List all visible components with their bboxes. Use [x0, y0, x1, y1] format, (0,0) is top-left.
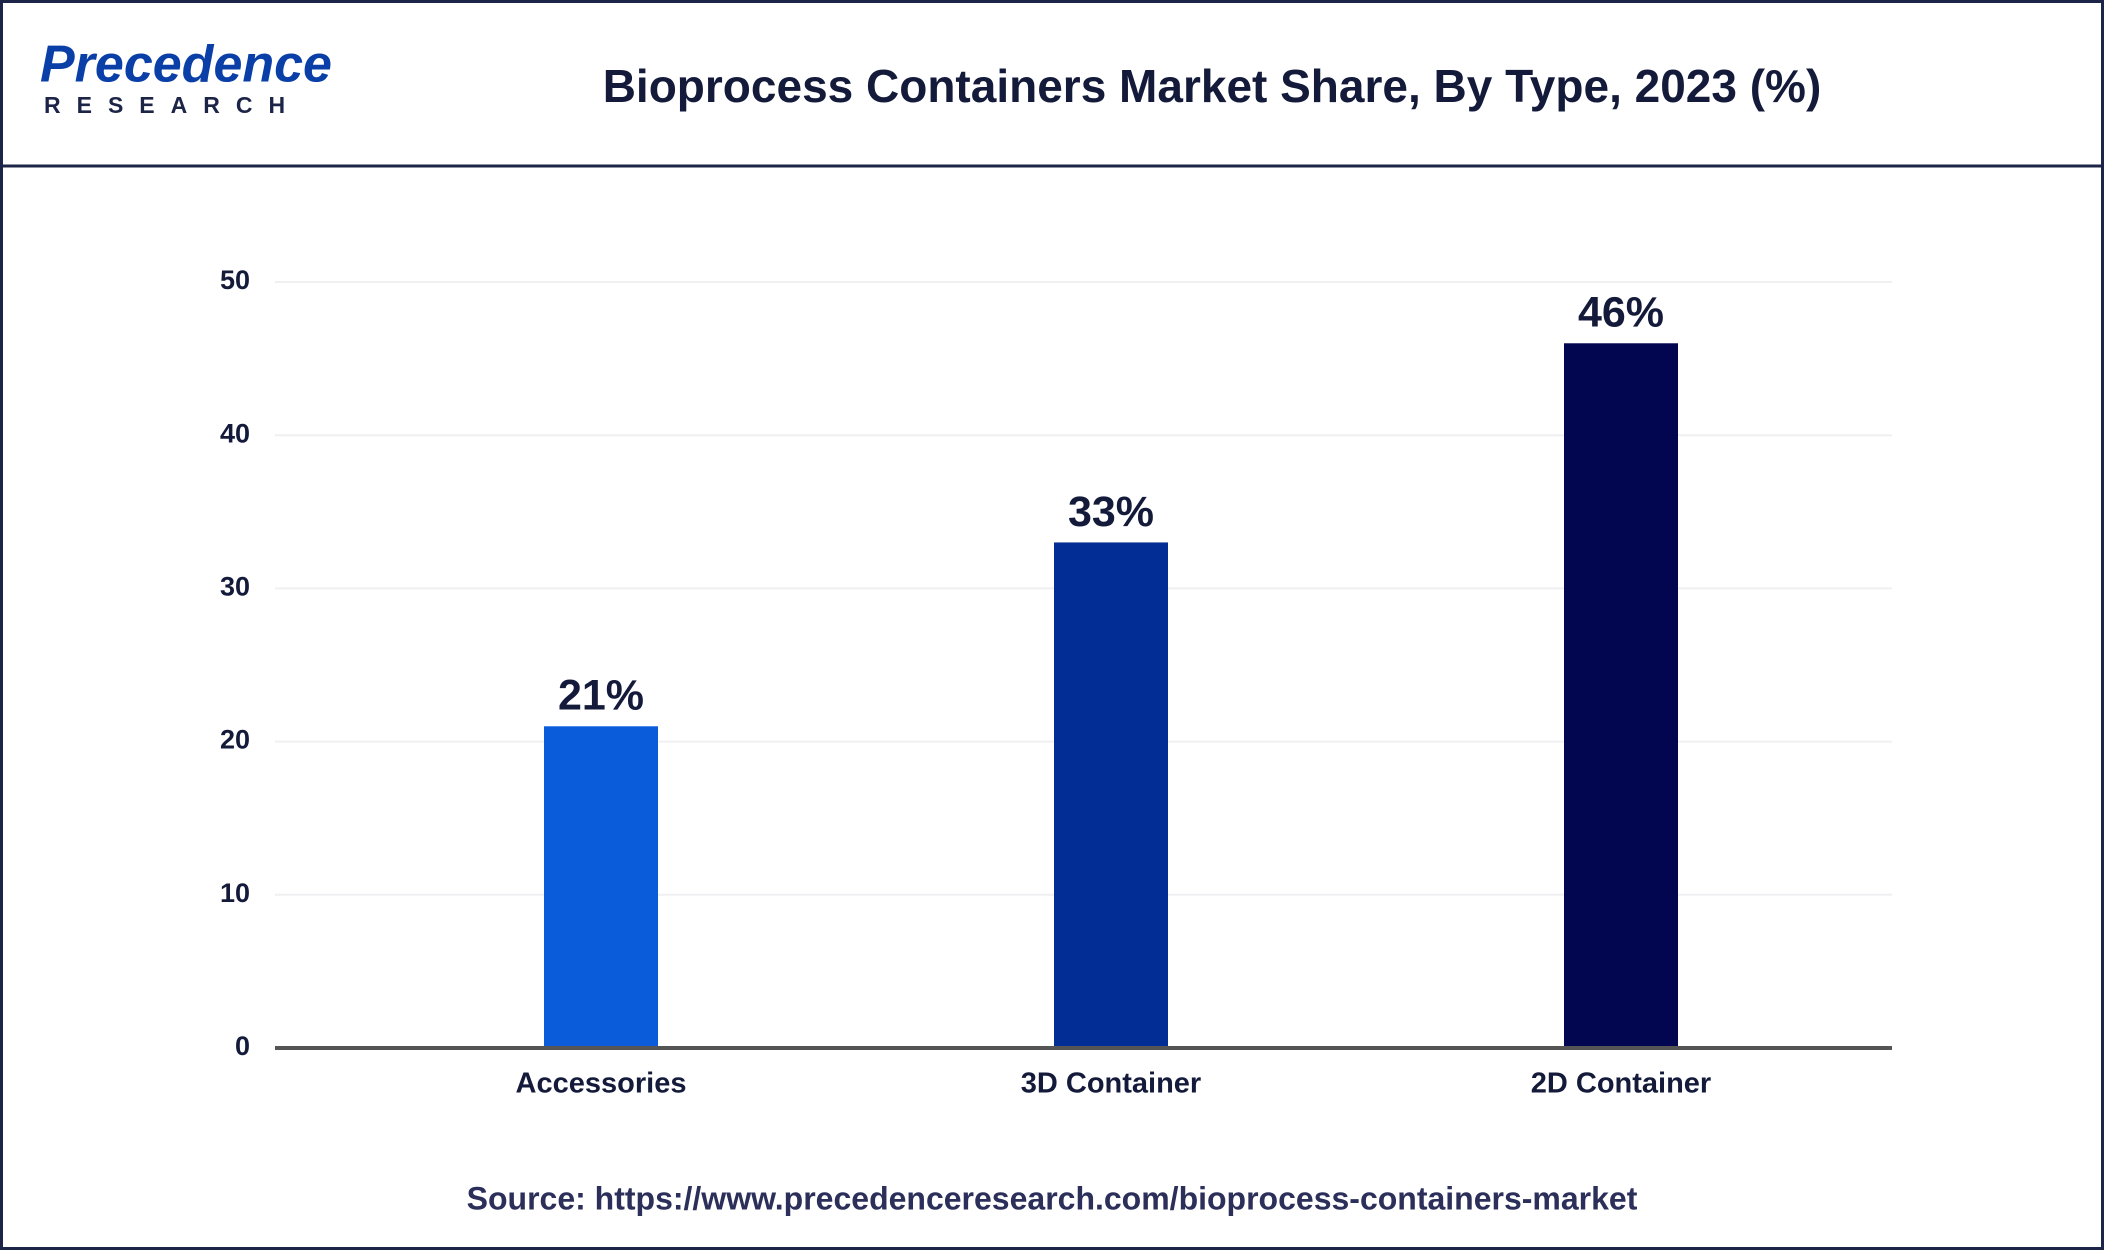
x-tick-label: 3D Container [1021, 1068, 1201, 1100]
y-tick-label: 40 [220, 418, 250, 448]
x-tick-label: Accessories [516, 1068, 687, 1100]
logo-name: Precedence [40, 36, 332, 94]
y-tick-label: 20 [220, 725, 250, 755]
x-tick-label: 2D Container [1531, 1068, 1711, 1100]
chart-title: Bioprocess Containers Market Share, By T… [603, 60, 1822, 112]
y-tick-label: 30 [220, 572, 250, 602]
value-label: 46% [1578, 289, 1664, 337]
y-tick-label: 10 [220, 878, 250, 908]
bar [544, 726, 658, 1048]
bar [1054, 542, 1168, 1048]
bar [1564, 343, 1678, 1048]
source: Source: https://www.precedenceresearch.c… [467, 1180, 1638, 1216]
value-label: 33% [1068, 488, 1154, 536]
y-tick-label: 0 [235, 1031, 250, 1061]
logo-subtitle: RESEARCH [44, 92, 301, 118]
value-label: 21% [558, 672, 644, 720]
y-tick-label: 50 [220, 265, 250, 295]
